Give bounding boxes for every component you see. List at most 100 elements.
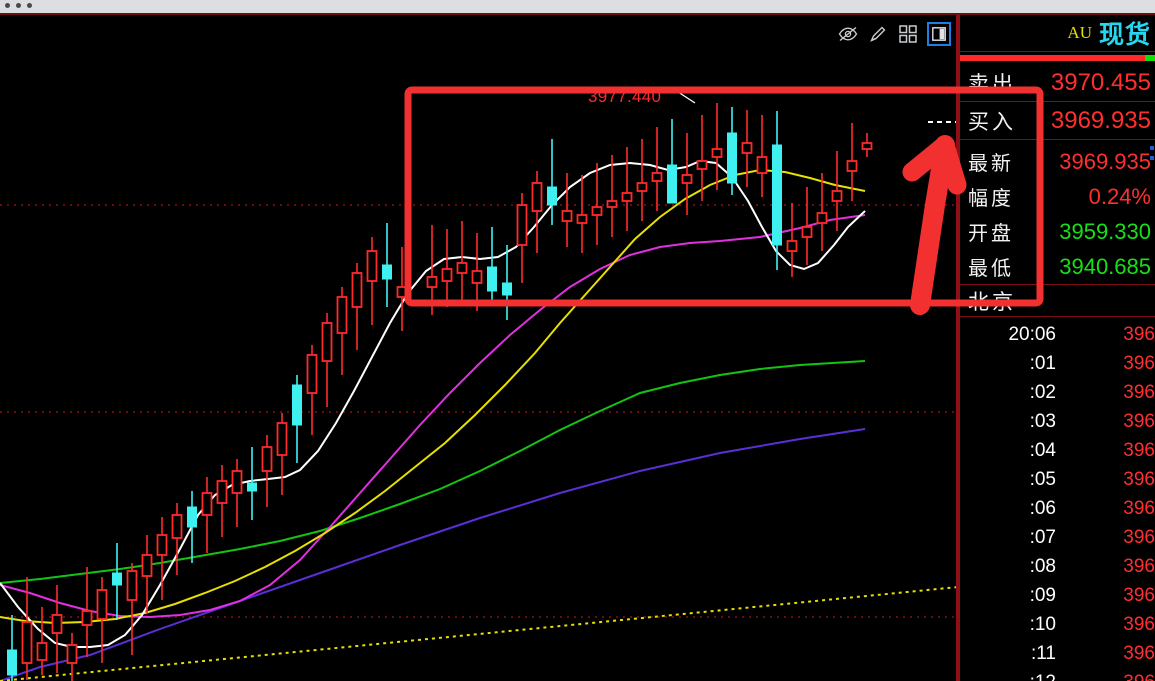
tick-row[interactable]: :03 396 <box>960 407 1155 436</box>
pencil-icon[interactable] <box>867 23 889 45</box>
candle <box>112 543 122 620</box>
tick-price: 396 <box>1062 672 1155 681</box>
tick-time: :07 <box>1029 526 1056 548</box>
candle <box>816 173 828 251</box>
candle <box>261 435 273 507</box>
candle <box>292 375 302 463</box>
candle <box>66 633 78 681</box>
candle <box>547 139 557 225</box>
eye-off-icon[interactable] <box>837 23 859 45</box>
ma-green-line <box>0 360 866 584</box>
quote-row-buy: 买入 3969.935 <box>960 102 1155 140</box>
candle <box>231 459 243 527</box>
tick-time: :02 <box>1029 381 1056 403</box>
tick-row[interactable]: :10 396 <box>960 610 1155 639</box>
window-dot-1 <box>5 3 10 8</box>
tick-price: 396 <box>1123 642 1155 664</box>
quote-label-low: 最低 <box>968 258 1014 280</box>
candle <box>487 227 497 305</box>
window-dot-3 <box>27 3 32 8</box>
tick-row[interactable]: :06 396 <box>960 494 1155 523</box>
candle <box>156 517 168 600</box>
tick-row[interactable]: 20:06 396 <box>960 320 1155 349</box>
tick-time: :04 <box>1029 439 1056 461</box>
candle <box>667 119 677 204</box>
last-row-edge-marker <box>1150 140 1155 170</box>
window-dots <box>5 3 32 8</box>
tick-price: 396 <box>1123 323 1155 345</box>
candle <box>36 607 48 675</box>
quote-value-open: 3959.330 <box>1059 218 1151 244</box>
ma-purple-line <box>0 428 866 681</box>
candle-series <box>7 103 873 681</box>
quote-city-row: 北京 <box>960 285 1155 317</box>
candle <box>306 345 318 435</box>
candle <box>336 287 348 375</box>
tick-row[interactable]: :09 396 <box>960 581 1155 610</box>
tick-time: :09 <box>1029 584 1056 606</box>
candle <box>201 477 213 553</box>
tick-price: 396 <box>1123 410 1155 432</box>
tick-price: 396 <box>1123 497 1155 519</box>
tick-row[interactable]: :01 396 <box>960 349 1155 378</box>
tick-row[interactable]: :08 396 <box>960 552 1155 581</box>
window-chrome-bar <box>0 0 1155 13</box>
quote-row-open: 开盘 3959.330 <box>960 214 1155 249</box>
chrome-underline <box>0 13 1155 15</box>
candle <box>141 535 153 613</box>
tick-time: :03 <box>1029 410 1056 432</box>
candle <box>576 175 588 253</box>
chart-panel-divider <box>956 15 958 681</box>
quote-value-last: 3969.935 <box>1059 148 1151 174</box>
quote-value-buy: 3969.935 <box>1050 106 1151 134</box>
candle <box>216 465 228 537</box>
grid-icon[interactable] <box>897 23 919 45</box>
quote-label-sell: 卖出 <box>968 72 1016 96</box>
chart-toolbar[interactable] <box>834 20 954 48</box>
tick-time: :12 <box>974 672 1062 681</box>
layout-panel-icon[interactable] <box>927 22 951 46</box>
quote-label-buy: 买入 <box>968 110 1016 134</box>
tick-row[interactable]: :07 396 <box>960 523 1155 552</box>
candle <box>276 413 288 495</box>
candle <box>441 229 453 307</box>
high-price-label: 3977.440 <box>588 87 662 106</box>
candle <box>606 155 618 237</box>
candle <box>591 163 603 245</box>
quote-separator <box>960 284 1155 285</box>
candle <box>247 447 257 520</box>
candle <box>711 103 723 190</box>
candle <box>366 237 378 325</box>
tick-row[interactable]: :02 396 <box>960 378 1155 407</box>
candle <box>756 115 768 197</box>
candle <box>126 563 138 655</box>
candle <box>681 133 693 215</box>
quote-row-change: 幅度 0.24% <box>960 179 1155 214</box>
quote-panel: AU 现货 卖出 3970.455 买入 3969.935 最新 3969.93… <box>958 15 1155 681</box>
chart-canvas <box>0 103 958 681</box>
candle <box>621 147 633 231</box>
candle <box>382 223 392 307</box>
candle <box>7 615 17 681</box>
quote-label-open: 开盘 <box>968 223 1014 245</box>
tick-list[interactable]: 20:06 396:01 396:02 396:03 396:04 396:05 396:0… <box>960 317 1155 681</box>
quote-row-sell: 卖出 3970.455 <box>960 64 1155 102</box>
candlestick-chart[interactable]: 3977.440 <box>0 15 958 681</box>
candle <box>396 247 408 331</box>
tick-row[interactable]: :11 396 <box>960 639 1155 668</box>
quote-value-change: 0.24% <box>1088 183 1151 209</box>
candle <box>861 133 873 157</box>
tick-time: :06 <box>1029 497 1056 519</box>
quote-name: 现货 <box>1098 21 1151 49</box>
tick-row[interactable]: :05 396 <box>960 465 1155 494</box>
tick-price: 396 <box>1123 468 1155 490</box>
tick-price: 396 <box>1123 439 1155 461</box>
candle <box>561 173 573 247</box>
candle <box>51 585 63 673</box>
tick-row[interactable]: :04 396 <box>960 436 1155 465</box>
tick-row[interactable]: :12396 <box>960 668 1155 681</box>
quote-row-last: 最新 3969.935 <box>960 144 1155 179</box>
quote-value-sell: 3970.455 <box>1050 68 1151 96</box>
candle <box>81 567 93 657</box>
quote-row-low: 最低 3940.685 <box>960 249 1155 284</box>
